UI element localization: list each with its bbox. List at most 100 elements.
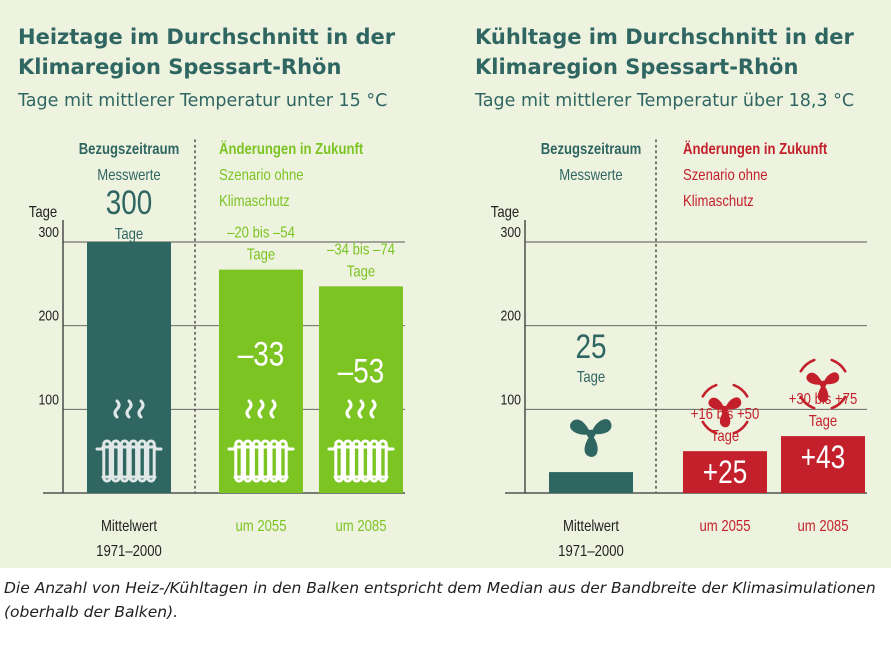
- change-value-label: –33: [238, 335, 285, 373]
- fan-wave: [799, 358, 816, 373]
- radiator-fin: [278, 439, 288, 483]
- steam-line: [245, 399, 253, 419]
- future-subheader: Szenario ohne: [683, 167, 768, 184]
- radiator-fin: [234, 439, 244, 483]
- radiator-fin: [269, 439, 279, 483]
- category-label: um 2055: [699, 518, 750, 535]
- range-label: Tage: [347, 263, 375, 280]
- range-label: Tage: [809, 413, 837, 430]
- future-header: Änderungen in Zukunft: [683, 140, 827, 159]
- fan-wave: [799, 395, 816, 410]
- bar-future-1: [683, 451, 767, 493]
- steam-line: [257, 399, 265, 419]
- y-axis-label: Tage: [491, 204, 519, 221]
- fan-wave: [732, 420, 749, 435]
- range-label: –20 bis –54: [227, 224, 295, 241]
- fan-icon: [570, 419, 612, 457]
- y-tick-label: 100: [38, 391, 59, 407]
- reference-subheader: Messwerte: [559, 167, 622, 184]
- steam-line: [269, 399, 277, 419]
- y-tick-label: 300: [500, 224, 521, 240]
- future-subheader: Szenario ohne: [219, 167, 304, 184]
- radiator-fin: [128, 439, 139, 483]
- range-label: –34 bis –74: [327, 241, 395, 258]
- future-subheader: Klimaschutz: [683, 193, 754, 210]
- fan-hub: [721, 405, 729, 413]
- category-label: Mittelwert: [563, 518, 619, 535]
- radiator-fin: [243, 439, 253, 483]
- fan-wave: [701, 420, 718, 435]
- fan-blade: [570, 419, 591, 435]
- chart-title-heating-line-2: Klimaregion Spessart-Rhön: [18, 55, 342, 79]
- chart-title-cooling-line-2: Klimaregion Spessart-Rhön: [475, 55, 799, 79]
- fan-wave: [830, 358, 847, 373]
- fan-wave: [830, 395, 847, 410]
- steam-line: [125, 399, 133, 419]
- radiator-icon: [227, 399, 295, 483]
- radiator-fin: [137, 439, 147, 483]
- fan-icon: [701, 383, 749, 435]
- radiator-fin: [378, 439, 388, 483]
- fan-blade: [806, 372, 823, 385]
- radiator-fin: [334, 439, 344, 483]
- figure-background: Heiztage im Durchschnitt in der Klimareg…: [0, 0, 891, 568]
- fan-blade: [823, 372, 840, 385]
- fan-blade: [719, 409, 731, 428]
- reference-value-label: 300: [106, 183, 153, 221]
- change-value-label: +43: [801, 441, 845, 476]
- chart-title-cooling: Kühltage im Durchschnitt in der Klimareg…: [475, 22, 885, 82]
- y-tick-label: 200: [500, 308, 521, 324]
- future-header: Änderungen in Zukunft: [219, 140, 363, 159]
- category-label: 1971–2000: [558, 543, 624, 560]
- fan-blade: [708, 397, 725, 410]
- category-label: 1971–2000: [96, 543, 162, 560]
- range-label: Tage: [247, 246, 275, 263]
- steam-line: [369, 399, 377, 419]
- fan-icon: [799, 358, 847, 410]
- chart-subtitle-heating: Tage mit mittlerer Temperatur unter 15 °…: [18, 91, 388, 111]
- category-label: um 2085: [797, 518, 848, 535]
- change-value-label: –53: [338, 352, 385, 390]
- reference-header: Bezugszeitraum: [541, 141, 642, 158]
- radiator-icon: [327, 399, 395, 483]
- radiator-icon: [95, 399, 163, 483]
- fan-hub: [586, 429, 596, 439]
- radiator-fin: [111, 439, 121, 483]
- change-value-label: +25: [703, 456, 747, 491]
- steam-line: [357, 399, 365, 419]
- radiator-fin: [251, 439, 262, 483]
- reference-subheader: Messwerte: [97, 167, 160, 184]
- fan-wave: [732, 383, 749, 398]
- radiator-fin: [351, 439, 362, 483]
- fan-hub: [819, 380, 827, 388]
- y-axis-label: Tage: [29, 204, 57, 221]
- y-tick-label: 100: [500, 391, 521, 407]
- fan-blade: [591, 419, 612, 435]
- radiator-fin: [102, 439, 112, 483]
- steam-line: [137, 399, 145, 419]
- steam-line: [345, 399, 353, 419]
- steam-line: [113, 399, 121, 419]
- chart-title-heating: Heiztage im Durchschnitt in der Klimareg…: [18, 22, 438, 82]
- radiator-fin: [260, 439, 271, 483]
- fan-blade: [584, 434, 598, 457]
- range-label: Tage: [711, 428, 739, 445]
- bar-reference: [549, 472, 633, 493]
- category-label: um 2085: [335, 518, 386, 535]
- figure-caption: Die Anzahl von Heiz-/Kühltagen in den Ba…: [4, 579, 876, 621]
- radiator-fin: [360, 439, 371, 483]
- fan-blade: [725, 397, 742, 410]
- future-subheader: Klimaschutz: [219, 193, 290, 210]
- chart-title-cooling-line-1: Kühltage im Durchschnitt in der: [475, 25, 854, 49]
- fan-wave: [701, 383, 718, 398]
- radiator-fin: [119, 439, 130, 483]
- y-tick-label: 200: [38, 308, 59, 324]
- radiator-fin: [343, 439, 353, 483]
- category-label: um 2055: [235, 518, 286, 535]
- category-label: Mittelwert: [101, 518, 157, 535]
- charts-svg: 100 200 300 Tage Bezugszeitraum Messwerte Ände…: [29, 139, 867, 560]
- y-tick-label: 300: [38, 224, 59, 240]
- chart-subtitle-cooling: Tage mit mittlerer Temperatur über 18,3 …: [475, 91, 855, 111]
- bar-future-2: [781, 436, 865, 493]
- fan-blade: [817, 384, 829, 403]
